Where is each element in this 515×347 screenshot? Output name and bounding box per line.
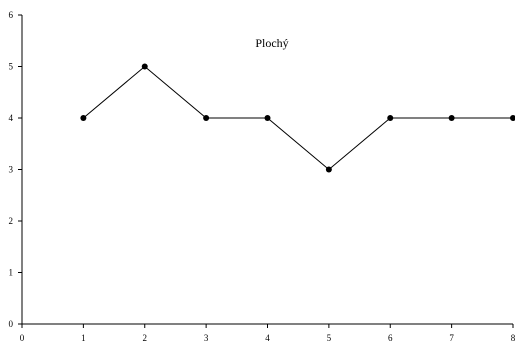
data-point (387, 115, 394, 121)
chart-title: Plochý (255, 36, 288, 50)
x-tick-label: 3 (204, 333, 209, 343)
axes (21, 15, 513, 325)
y-tick-label: 6 (9, 10, 14, 20)
data-point (80, 115, 87, 121)
x-tick-label: 8 (511, 333, 515, 343)
x-tick-label: 7 (449, 333, 454, 343)
series-line (83, 65, 513, 171)
series (80, 63, 515, 173)
data-point (203, 115, 210, 121)
x-tick-label: 0 (20, 333, 25, 343)
ticks: 0 1 2 3 4 5 6 0 1 2 3 4 5 6 7 8 (9, 10, 515, 343)
y-tick-label: 3 (9, 165, 14, 175)
data-point (141, 63, 148, 70)
data-point (448, 115, 455, 121)
x-tick-label: 4 (265, 333, 270, 343)
x-tick-label: 2 (143, 333, 148, 343)
data-point (325, 166, 332, 173)
data-point (510, 115, 515, 121)
x-tick-label: 5 (327, 333, 332, 343)
x-tick-label: 1 (81, 333, 86, 343)
data-point (264, 115, 271, 121)
y-tick-label: 4 (9, 113, 14, 123)
y-tick-label: 5 (9, 62, 14, 72)
y-tick-label: 1 (9, 268, 14, 278)
x-tick-label: 6 (388, 333, 393, 343)
y-tick-label: 2 (9, 216, 14, 226)
y-tick-label: 0 (9, 319, 14, 329)
